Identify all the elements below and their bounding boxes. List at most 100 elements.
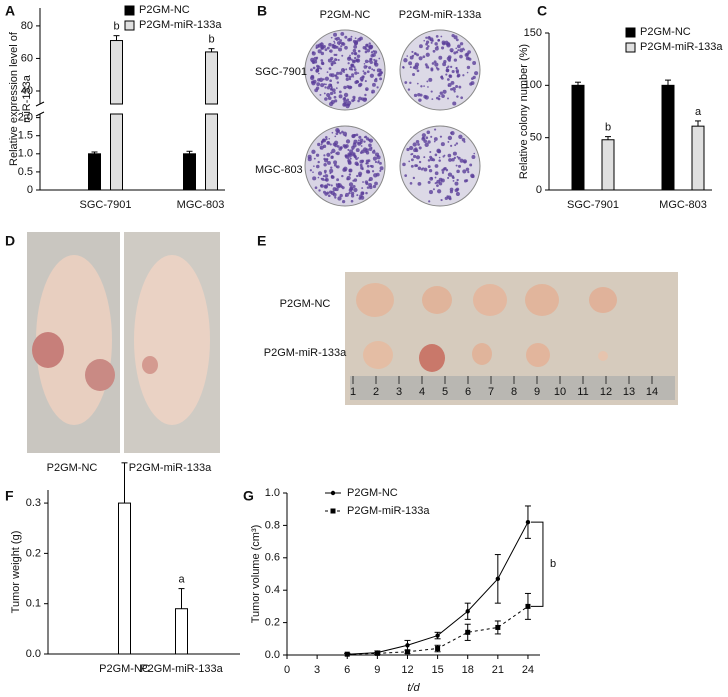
colony [433,140,436,143]
colony [456,155,459,158]
colony [469,82,473,86]
colony [347,157,350,160]
legend-swatch [625,42,636,53]
colony [342,97,346,101]
legend-label: P2GM-miR-133a [640,41,723,53]
colony [465,56,470,61]
colony [336,36,340,41]
marker [435,646,441,652]
colony [329,83,333,87]
colony [404,81,408,84]
colony [413,148,417,153]
colony [352,75,355,78]
colony [343,92,349,98]
colony [312,176,317,181]
colony [347,161,352,165]
colony [436,184,439,187]
y-axis-title: Tumor weight (g) [10,531,22,614]
colony [332,192,337,197]
colony [352,98,356,102]
colony [450,131,453,135]
colony [409,81,412,85]
colony [330,73,335,78]
y-tick-label: 2.0 [18,112,33,124]
colony [362,75,365,78]
colony [422,55,426,59]
colony [421,133,426,138]
colony [450,80,455,85]
colony [429,150,432,154]
colony [336,71,340,75]
colony [325,138,328,141]
colony [340,32,345,36]
colony [342,199,346,204]
colony [326,152,331,157]
colony [421,136,426,141]
colony [453,156,457,160]
colony [310,68,313,72]
colony [364,93,367,97]
colony [366,70,370,74]
tumor [419,344,445,372]
colony [440,198,443,202]
colony [342,167,347,172]
colony [330,62,333,65]
colony [412,154,417,159]
colony [330,184,333,187]
colony [443,154,446,157]
colony [459,54,463,59]
colony [356,80,360,84]
colony [339,146,343,150]
colony [435,96,439,100]
marker [525,519,531,525]
x-tick-label: P2GM-miR-133a [140,663,223,675]
colony [406,147,410,152]
colony [346,56,352,61]
colony [446,78,450,81]
colony [328,190,333,194]
colony [415,140,420,144]
y-axis-title-line: Relative expression level of [8,31,20,166]
colony [447,153,452,158]
colony [335,183,338,185]
x-tick-label: MGC-803 [177,199,225,211]
y-axis-title-line: miR-133a [21,74,33,123]
colony [364,47,368,51]
colony [427,140,431,144]
colony [348,168,353,173]
colony [458,134,463,139]
colony [320,61,325,65]
y-tick-label: 0.0 [26,648,41,660]
colony [459,158,464,163]
colony [428,77,433,82]
colony [369,60,373,64]
colony [425,65,429,69]
axis-break [35,101,45,107]
colony [436,45,439,48]
colony [337,196,342,201]
colony [370,51,374,54]
tumor-photo [345,272,678,405]
colony [409,66,412,69]
panel-label: D [5,233,15,249]
ruler-label: 1 [350,386,356,398]
colony [346,100,352,106]
bar [118,502,131,655]
colony [351,73,355,77]
colony [441,77,444,80]
colony [336,145,340,148]
x-tick-label: 3 [314,664,320,676]
colony [417,143,420,146]
colony [329,91,334,96]
bar [691,125,705,191]
x-tick-label: 6 [344,664,350,676]
colony [355,162,359,167]
colony [427,45,430,48]
colony [351,52,354,55]
colony [411,50,414,53]
y-tick-label: 1.0 [265,487,280,499]
colony [456,169,460,174]
colony [434,164,439,168]
colony [324,171,327,174]
colony [412,72,416,76]
